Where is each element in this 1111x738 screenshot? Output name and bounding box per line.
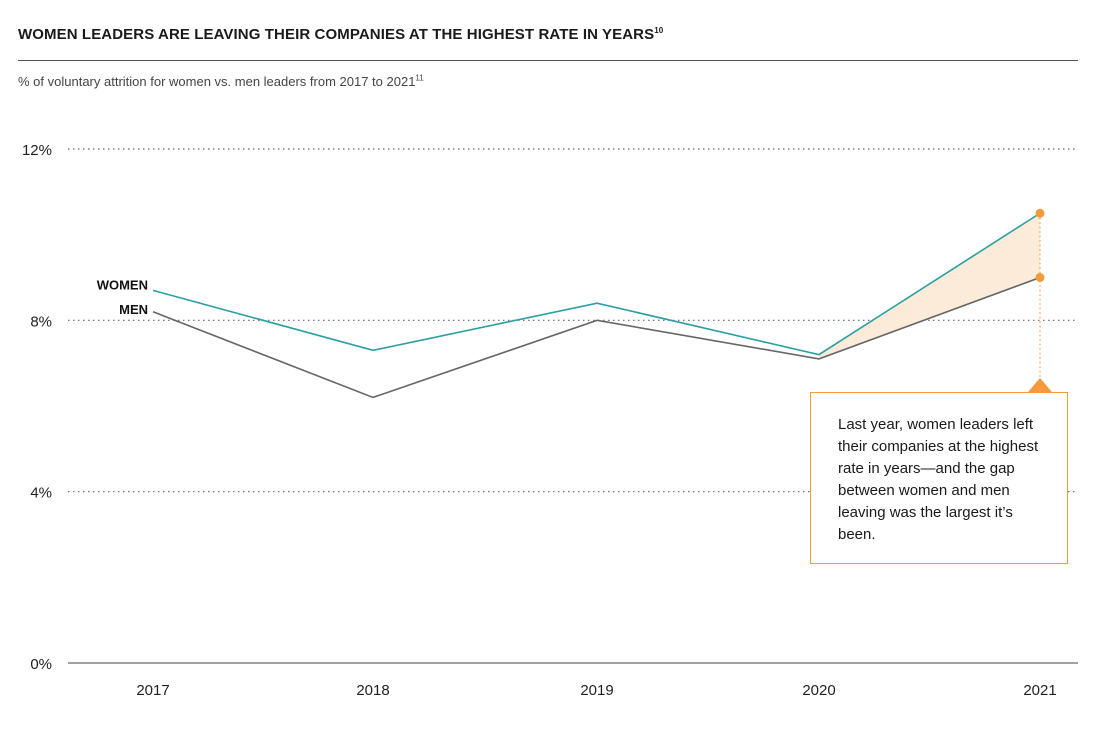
x-tick-label: 2021 (1023, 682, 1056, 699)
callout-text: Last year, women leaders left their comp… (838, 416, 1039, 543)
callout-pointer (1028, 378, 1052, 392)
x-tick-label: 2018 (356, 682, 389, 699)
x-tick-label: 2017 (136, 682, 169, 699)
women-series-line (152, 212, 1041, 356)
y-tick-label: 12% (22, 142, 52, 159)
title-footnote: 10 (654, 26, 664, 35)
chart-subtitle: % of voluntary attrition for women vs. m… (18, 73, 424, 89)
men-series-label: MEN (119, 302, 148, 317)
callout-box: Last year, women leaders left their comp… (810, 392, 1068, 564)
x-tick-label: 2020 (802, 682, 835, 699)
men-series-line (152, 276, 1041, 399)
men-2021-marker (1035, 273, 1045, 282)
women-series-label: WOMEN (97, 277, 148, 292)
gap-highlight-area (819, 213, 1040, 359)
subtitle-footnote: 11 (415, 73, 424, 83)
y-tick-label: 4% (30, 485, 52, 502)
title-divider (18, 60, 1078, 61)
chart-title: WOMEN LEADERS ARE LEAVING THEIR COMPANIE… (18, 26, 664, 43)
y-tick-label: 8% (30, 313, 52, 330)
women-2021-marker (1035, 208, 1045, 218)
x-tick-label: 2019 (580, 682, 613, 699)
y-tick-label: 0% (30, 656, 52, 673)
